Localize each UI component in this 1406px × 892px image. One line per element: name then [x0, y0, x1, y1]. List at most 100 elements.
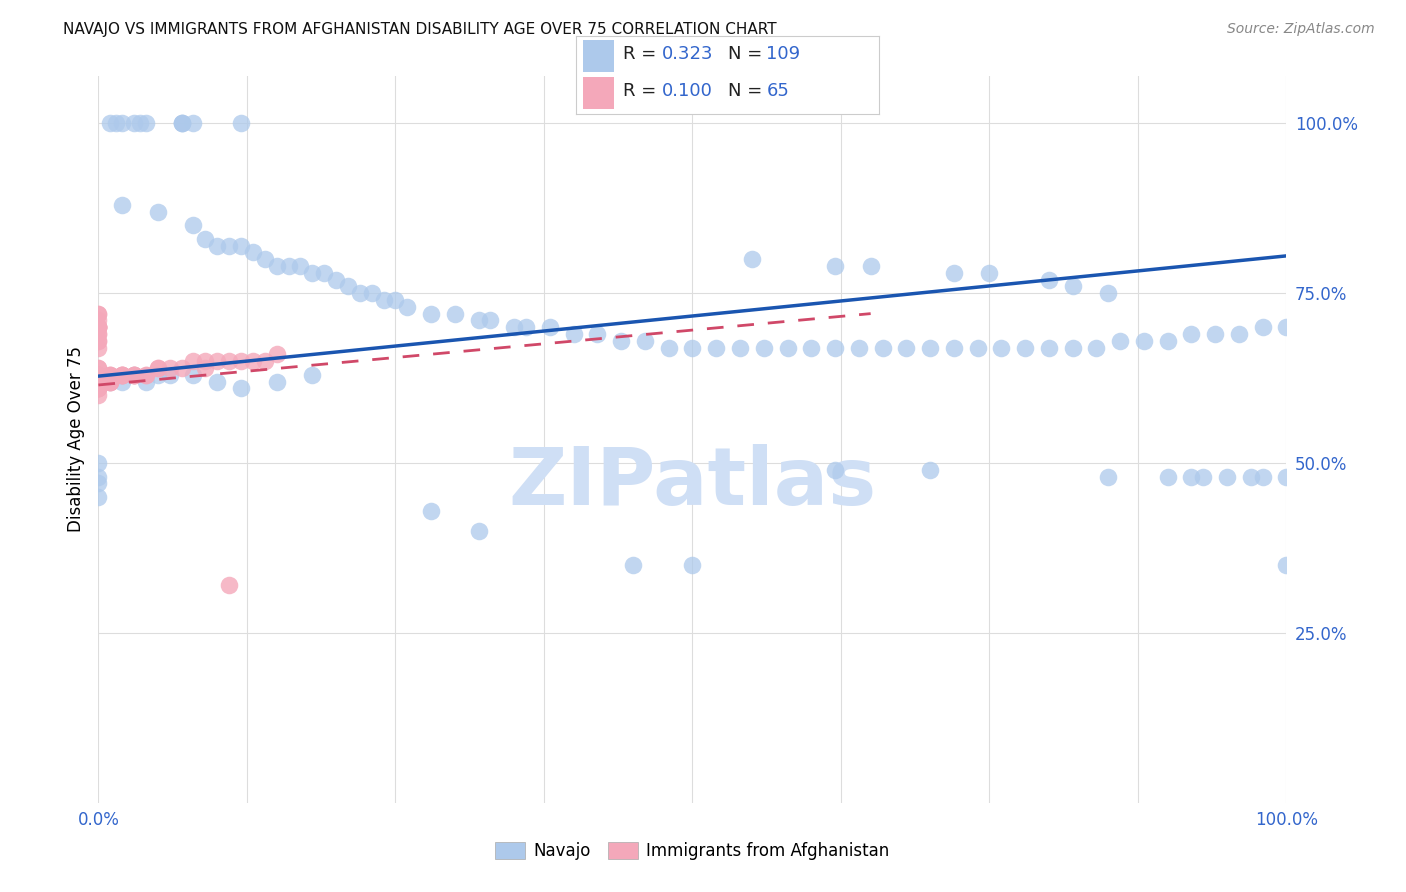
Point [87, 490, 110, 504]
Point [314, 266, 336, 280]
Text: ZIPatlas: ZIPatlas [509, 444, 876, 522]
Legend: Navajo, Immigrants from Afghanistan: Navajo, Immigrants from Afghanistan [489, 836, 896, 867]
Point [87, 334, 110, 348]
Point [87, 307, 110, 321]
Point [1156, 334, 1178, 348]
Point [218, 578, 240, 592]
Point [824, 341, 846, 355]
Point [776, 341, 799, 355]
Point [135, 368, 157, 382]
Point [396, 300, 419, 314]
Point [1251, 469, 1274, 483]
Point [87, 326, 110, 341]
Point [242, 245, 264, 260]
Point [146, 368, 169, 382]
Point [229, 354, 252, 368]
Point [562, 326, 585, 341]
Point [290, 259, 312, 273]
Text: Source: ZipAtlas.com: Source: ZipAtlas.com [1227, 22, 1375, 37]
Point [658, 341, 681, 355]
Point [207, 354, 229, 368]
Point [122, 368, 145, 382]
Point [1275, 558, 1298, 572]
Point [135, 116, 157, 130]
Point [349, 286, 371, 301]
Point [444, 307, 467, 321]
Point [824, 463, 846, 477]
Point [467, 313, 489, 327]
Point [194, 354, 217, 368]
Point [872, 341, 894, 355]
Point [1204, 326, 1226, 341]
Point [146, 361, 169, 376]
Point [1180, 326, 1202, 341]
Point [111, 368, 134, 382]
Point [896, 341, 918, 355]
Point [479, 313, 502, 327]
Point [87, 388, 110, 402]
Point [373, 293, 395, 307]
Point [98, 368, 121, 382]
Point [1216, 469, 1239, 483]
Point [1085, 341, 1108, 355]
Point [1227, 326, 1250, 341]
Text: R =: R = [623, 45, 662, 63]
Point [1109, 334, 1132, 348]
Point [467, 524, 489, 538]
Point [1240, 469, 1263, 483]
Text: NAVAJO VS IMMIGRANTS FROM AFGHANISTAN DISABILITY AGE OVER 75 CORRELATION CHART: NAVAJO VS IMMIGRANTS FROM AFGHANISTAN DI… [63, 22, 778, 37]
Text: 65: 65 [766, 82, 789, 100]
Point [98, 375, 121, 389]
Point [87, 320, 110, 334]
Point [301, 266, 323, 280]
Point [98, 368, 121, 382]
Point [301, 368, 323, 382]
Point [98, 375, 121, 389]
Point [135, 375, 157, 389]
Point [170, 116, 193, 130]
Point [98, 375, 121, 389]
Point [848, 341, 870, 355]
Point [87, 341, 110, 355]
Point [1192, 469, 1215, 483]
Point [183, 219, 205, 233]
Point [87, 320, 110, 334]
Point [87, 368, 110, 382]
Point [87, 313, 110, 327]
Point [122, 368, 145, 382]
Point [194, 361, 217, 376]
Point [87, 368, 110, 382]
Point [336, 279, 359, 293]
Point [942, 266, 965, 280]
Point [111, 198, 134, 212]
Point [1156, 469, 1178, 483]
Point [87, 469, 110, 483]
Point [146, 204, 169, 219]
Point [1038, 273, 1060, 287]
Point [87, 381, 110, 395]
Text: 0.323: 0.323 [662, 45, 714, 63]
Point [360, 286, 382, 301]
Point [1180, 469, 1202, 483]
Point [266, 347, 288, 361]
Point [384, 293, 406, 307]
Point [942, 341, 965, 355]
Point [87, 326, 110, 341]
Point [87, 375, 110, 389]
Point [538, 320, 561, 334]
Point [800, 341, 823, 355]
Point [859, 259, 882, 273]
Point [87, 381, 110, 395]
Point [420, 503, 443, 517]
Text: 109: 109 [766, 45, 800, 63]
Point [87, 320, 110, 334]
Point [1097, 286, 1119, 301]
Point [229, 381, 252, 395]
Point [87, 375, 110, 389]
Point [1014, 341, 1036, 355]
Point [1062, 279, 1084, 293]
Point [242, 354, 264, 368]
Point [1062, 341, 1084, 355]
Point [824, 259, 846, 273]
Point [741, 252, 763, 267]
